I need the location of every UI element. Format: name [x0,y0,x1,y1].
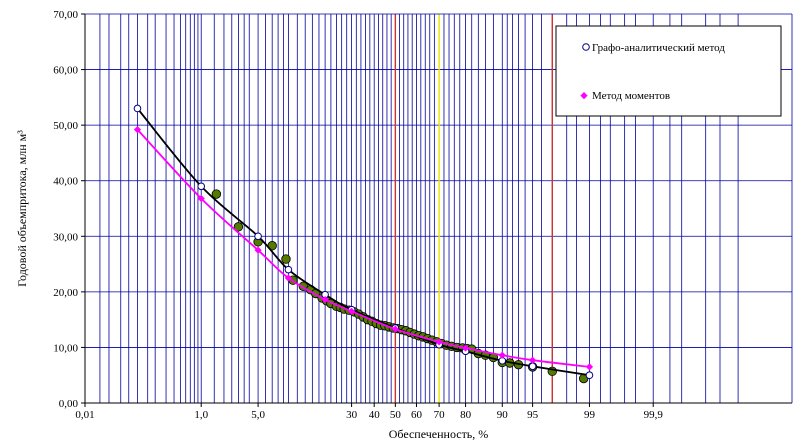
series-marker [133,104,142,113]
series-marker [391,325,399,333]
observed-point [281,254,291,264]
x-tick-label: 50 [390,409,402,421]
series-marker [528,356,537,364]
x-tick-label: 70 [434,409,446,421]
y-tick-label: 70,00 [53,9,78,21]
x-tick-label: 40 [369,409,381,421]
x-tick-label: 90 [497,409,509,421]
legend-marker [580,92,588,100]
series-marker [461,344,470,352]
series-marker [585,371,594,380]
observed-point [233,222,244,232]
y-tick-label: 0,00 [59,398,79,410]
axes [84,13,793,404]
legend: Графо-аналитический метод Метод моментов [555,25,782,117]
x-tick-label: 5,0 [251,409,265,421]
legend-label: Метод моментов [592,90,670,102]
series-marker [284,265,293,274]
series-layer [133,104,594,384]
legend-entry: Метод моментов [580,90,670,102]
y-tick-label: 20,00 [53,287,78,299]
series-marker [435,338,443,346]
observed-point [211,189,222,199]
x-tick-label: 99,9 [644,409,664,421]
series-marker [133,125,142,134]
x-tick-label: 99 [584,409,596,421]
series-marker [197,194,205,203]
y-tick-label: 30,00 [53,231,78,243]
x-tick-label: 1,0 [194,409,208,421]
y-axis-title: Годовой объемпритока, млн м³ [15,130,29,287]
series-marker [347,307,356,315]
legend-marker [582,43,590,51]
series-marker [197,182,206,191]
series-marker [498,351,506,359]
y-tick-label: 10,00 [53,342,78,354]
series-marker [528,362,537,371]
x-tick-label: 0,01 [75,409,94,421]
series-marker [284,274,292,282]
series-marker [254,232,262,241]
legend-label: Графо-аналитический метод [592,42,725,54]
series-marker [321,296,329,304]
legend-entry: Графо-аналитический метод [582,42,725,54]
y-tick-labels: 0,00 10,00 20,00 30,00 40,00 50,00 60,00 70,00 [53,9,85,410]
x-tick-labels: 0,01 1,0 5,0 30 40 50 60 70 80 90 95 99 99,9 [75,403,663,421]
x-tick-label: 80 [460,409,472,421]
y-tick-label: 40,00 [53,176,78,188]
x-axis-title: Обеспеченность, % [389,427,489,441]
y-tick-label: 50,00 [53,120,78,132]
legend-box [555,25,782,117]
series-marker [254,246,262,254]
grid-lines [85,14,792,403]
x-tick-label: 60 [411,409,423,421]
series-moments [133,125,594,371]
series-marker [585,363,594,371]
x-tick-label: 95 [527,409,539,421]
x-tick-label: 30 [346,409,358,421]
y-tick-label: 60,00 [53,65,78,77]
